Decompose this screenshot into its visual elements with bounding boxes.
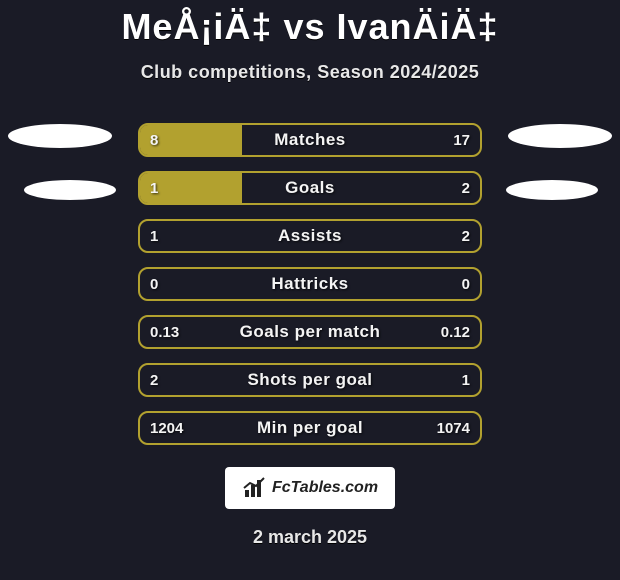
player-left-marker-1 [8, 124, 112, 148]
stat-bar: 12041074Min per goal [138, 411, 482, 445]
stat-label: Shots per goal [140, 365, 480, 395]
subtitle: Club competitions, Season 2024/2025 [0, 62, 620, 83]
player-left-marker-2 [24, 180, 116, 200]
stat-bar: 21Shots per goal [138, 363, 482, 397]
stat-bar: 0.130.12Goals per match [138, 315, 482, 349]
root: MeÅ¡iÄ‡ vs IvanÄiÄ‡ Club competitions, S… [0, 0, 620, 580]
page-title: MeÅ¡iÄ‡ vs IvanÄiÄ‡ [0, 0, 620, 48]
player-right-marker-2 [506, 180, 598, 200]
stat-bar: 12Assists [138, 219, 482, 253]
stat-label: Hattricks [140, 269, 480, 299]
stat-label: Goals [140, 173, 480, 203]
source-logo-label: FcTables.com [272, 479, 378, 497]
stat-bar: 817Matches [138, 123, 482, 157]
stat-label: Goals per match [140, 317, 480, 347]
chart-icon [242, 476, 266, 500]
stat-bar: 00Hattricks [138, 267, 482, 301]
stat-label: Assists [140, 221, 480, 251]
stat-bar: 12Goals [138, 171, 482, 205]
source-logo: FcTables.com [225, 467, 395, 509]
stat-label: Min per goal [140, 413, 480, 443]
comparison-bars: 817Matches 12Goals 12Assists 00Hattricks 0.1… [138, 123, 482, 445]
player-right-marker-1 [508, 124, 612, 148]
stat-label: Matches [140, 125, 480, 155]
date-line: 2 march 2025 [0, 527, 620, 548]
